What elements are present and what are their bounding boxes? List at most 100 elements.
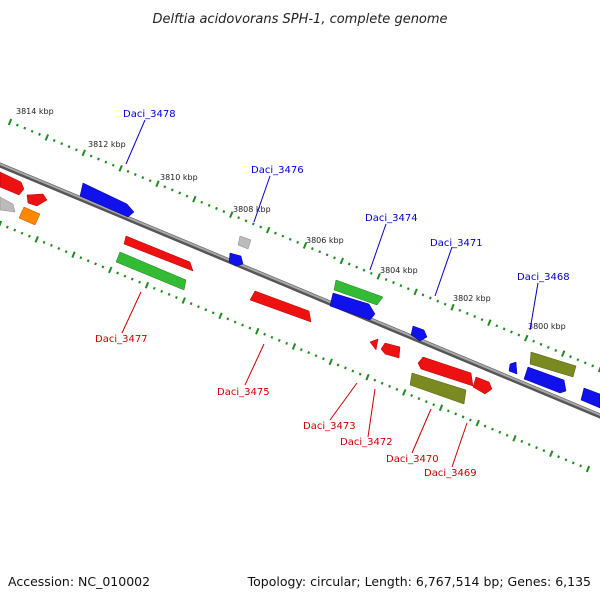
minor-tick (344, 366, 347, 370)
scale-label: 3802 kbp (453, 294, 491, 303)
minor-tick (138, 280, 142, 284)
reverse-strand-genes (0, 196, 600, 409)
minor-tick (384, 278, 388, 281)
major-tick (560, 350, 566, 357)
minor-tick (505, 433, 509, 437)
minor-tick (5, 225, 9, 229)
minor-tick (380, 381, 384, 385)
major-tick (585, 465, 591, 473)
minor-tick (428, 296, 432, 300)
minor-tick (20, 231, 24, 235)
minor-tick (483, 424, 487, 428)
minor-tick (465, 311, 469, 315)
minor-tick (160, 289, 164, 293)
minor-tick (67, 145, 71, 149)
minor-tick (443, 302, 447, 306)
gene-arrow (0, 171, 25, 196)
minor-tick (388, 384, 391, 388)
major-tick (402, 389, 407, 396)
minor-tick (270, 335, 274, 339)
scale-label: 3806 kbp (306, 236, 344, 245)
gene-arrow (249, 290, 312, 323)
minor-tick (546, 345, 550, 349)
minor-tick (74, 148, 78, 152)
minor-tick (104, 160, 108, 164)
minor-tick (502, 327, 506, 331)
minor-tick (468, 418, 472, 422)
gene-arrow (0, 196, 16, 213)
minor-tick (178, 191, 182, 195)
major-tick (34, 236, 39, 243)
minor-tick (215, 206, 218, 210)
minor-tick (111, 163, 115, 167)
major-tick (302, 242, 308, 249)
minor-tick (421, 293, 425, 297)
minor-tick (52, 139, 56, 142)
minor-tick (436, 299, 440, 303)
genome-backbone-highlight (0, 163, 600, 416)
minor-tick (167, 292, 171, 296)
gene-arrow (580, 387, 600, 409)
minor-tick (244, 219, 248, 223)
minor-tick (79, 256, 83, 260)
major-tick (413, 288, 418, 296)
minor-tick (263, 332, 267, 336)
major-tick (81, 149, 86, 157)
minor-tick (222, 210, 226, 213)
minor-tick (527, 442, 531, 447)
minor-tick (64, 250, 68, 254)
minor-tick (576, 358, 580, 362)
minor-tick (473, 315, 477, 318)
gene-label: Daci_3477 (95, 334, 148, 345)
minor-tick (347, 262, 351, 266)
minor-tick (23, 126, 27, 130)
minor-tick (495, 324, 499, 328)
gene-arrow (529, 351, 577, 378)
major-tick (155, 180, 160, 188)
gene-label: Daci_3469 (424, 468, 477, 479)
minor-tick (152, 286, 156, 290)
minor-tick (333, 256, 336, 260)
minor-tick (491, 427, 494, 431)
minor-tick (185, 194, 189, 198)
minor-tick (60, 142, 64, 146)
minor-tick (241, 323, 244, 327)
minor-tick (89, 154, 93, 158)
major-tick (229, 211, 234, 218)
major-tick (7, 118, 13, 126)
minor-tick (130, 277, 134, 281)
gene-arrow (523, 366, 567, 394)
minor-tick (116, 271, 120, 275)
major-tick (365, 373, 370, 381)
major-tick (438, 404, 444, 412)
minor-tick (498, 430, 502, 434)
minor-tick (583, 361, 587, 365)
gene-arrow (329, 292, 376, 321)
major-tick (218, 312, 223, 320)
minor-tick (281, 234, 285, 238)
minor-tick (539, 342, 543, 346)
gene-arrow (410, 325, 428, 342)
gene-arrow (18, 206, 41, 226)
minor-tick (15, 123, 19, 127)
minor-tick (535, 446, 538, 450)
minor-tick (520, 439, 524, 443)
minor-tick (564, 458, 568, 462)
major-tick (71, 251, 76, 258)
major-tick (291, 343, 297, 350)
minor-tick (299, 348, 303, 352)
scale-label: 3814 kbp (16, 107, 54, 116)
gene-labels: Daci_3478 Daci_3476 Daci_3474 Daci_3471 … (95, 109, 570, 479)
scale-label: 3810 kbp (160, 173, 198, 182)
gene-arrow (228, 252, 244, 267)
minor-tick (461, 415, 465, 419)
minor-tick (259, 225, 263, 229)
gene-arrow (409, 372, 467, 405)
minor-tick (432, 403, 436, 407)
scale-labels: 3814 kbp 3812 kbp 3810 kbp 3808 kbp 3806… (16, 107, 566, 331)
minor-tick (86, 259, 90, 263)
minor-tick (226, 317, 230, 321)
gene-arrow (26, 193, 48, 207)
